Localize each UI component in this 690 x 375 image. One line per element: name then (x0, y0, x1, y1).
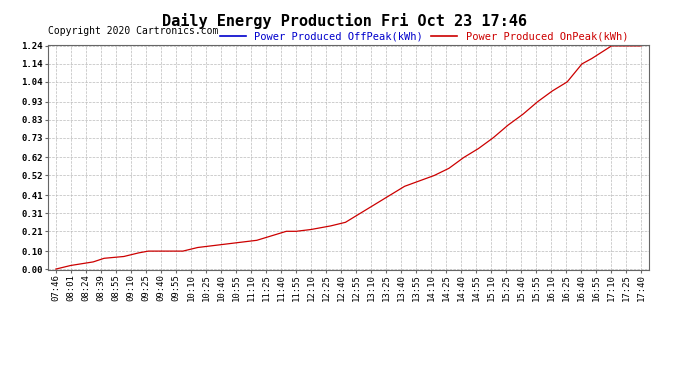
Text: Daily Energy Production Fri Oct 23 17:46: Daily Energy Production Fri Oct 23 17:46 (163, 13, 527, 29)
Legend: Power Produced OffPeak(kWh), Power Produced OnPeak(kWh): Power Produced OffPeak(kWh), Power Produ… (215, 28, 632, 46)
Text: Copyright 2020 Cartronics.com: Copyright 2020 Cartronics.com (48, 26, 219, 36)
